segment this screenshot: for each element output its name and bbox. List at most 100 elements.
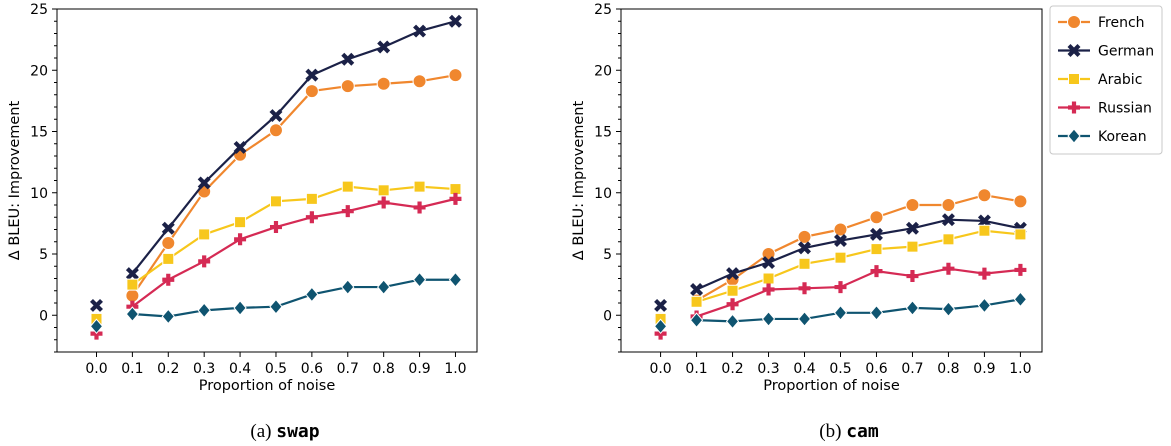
data-point [941, 198, 956, 212]
data-point [725, 313, 740, 330]
series-line [131, 20, 456, 275]
x-tick-label: 0.4 [229, 361, 251, 377]
x-tick-label: 0.5 [829, 361, 851, 377]
data-point [869, 210, 884, 225]
y-tick-label: 5 [603, 247, 612, 263]
data-point [978, 224, 991, 237]
y-tick-label: 25 [30, 2, 48, 18]
data-point [125, 306, 140, 322]
figure-caption: (b) cam [819, 421, 879, 442]
legend-label: French [1098, 15, 1145, 31]
y-tick-label: 25 [594, 2, 612, 18]
chart-swap: 0 5 10 15 20 25 0.0 0.1 0.2 0.3 0.4 0.5 0.6 0.7 0.8 0.9… [7, 2, 478, 442]
legend-box [1049, 5, 1163, 155]
data-point [233, 140, 247, 154]
data-point [305, 68, 319, 82]
series-russian [90, 192, 462, 340]
data-point [797, 229, 812, 244]
data-point [870, 265, 883, 278]
data-point [305, 286, 319, 303]
data-point [233, 300, 247, 316]
caption-label: (a) [250, 421, 276, 442]
data-point [690, 295, 703, 308]
data-point [978, 267, 991, 280]
data-point [89, 318, 104, 335]
data-point [870, 243, 883, 256]
data-point [869, 227, 883, 241]
data-point [690, 283, 704, 297]
x-tick-label: 0.9 [973, 361, 995, 377]
data-point [377, 279, 391, 295]
data-point [412, 271, 427, 288]
data-point [726, 298, 739, 311]
y-tick-label: 10 [30, 186, 48, 202]
legend-item-arabic: Arabic [1058, 72, 1142, 88]
y-tick-label: 5 [39, 247, 48, 263]
data-point [449, 192, 462, 205]
series-arabic [654, 224, 1027, 325]
data-point [126, 278, 139, 291]
x-tick-label: 0.2 [721, 361, 743, 377]
y-tick-label: 15 [30, 125, 48, 141]
legend-marker [1067, 44, 1081, 57]
x-tick-label: 0.4 [793, 361, 815, 377]
data-point [798, 257, 811, 270]
data-point [234, 233, 247, 246]
series-line [696, 229, 1021, 303]
y-tick-label: 20 [30, 63, 48, 79]
y-tick-label: 0 [603, 308, 612, 324]
data-point [941, 301, 956, 317]
legend-item-french: French [1058, 15, 1145, 31]
data-point [197, 302, 211, 319]
data-point [412, 74, 427, 89]
data-point [198, 255, 211, 268]
legend-item-german: German [1058, 44, 1154, 60]
data-point [377, 40, 391, 54]
data-point [413, 24, 427, 38]
data-point [448, 14, 462, 28]
x-tick-label: 0.3 [757, 361, 779, 377]
x-tick-label: 1.0 [1009, 361, 1031, 377]
y-tick-label: 20 [594, 63, 612, 79]
data-point [377, 184, 390, 197]
data-point [161, 235, 176, 250]
data-point [689, 312, 704, 328]
chart-cam: 0 5 10 15 20 25 0.0 0.1 0.2 0.3 0.4 0.5 0.6 0.7 0.8 0.9… [571, 2, 1163, 442]
legend-item-russian: Russian [1058, 101, 1152, 117]
data-point [269, 195, 282, 208]
data-point [304, 84, 319, 99]
data-point [941, 213, 955, 227]
x-tick-label: 0.7 [337, 361, 359, 377]
legend-marker [1068, 73, 1080, 85]
data-point [305, 211, 318, 224]
data-point [198, 228, 211, 241]
caption-code: cam [846, 421, 879, 442]
data-point [761, 311, 776, 327]
data-point [905, 300, 920, 316]
data-point [341, 205, 354, 218]
data-point [234, 216, 247, 229]
data-point [341, 52, 355, 66]
x-tick-label: 0.1 [121, 361, 143, 377]
data-point [1014, 263, 1027, 276]
legend-marker [1067, 128, 1081, 144]
data-point [448, 68, 463, 83]
data-point [161, 221, 175, 235]
data-point [834, 251, 847, 264]
data-point [762, 272, 775, 285]
y-tick-label: 10 [594, 186, 612, 202]
data-point [653, 318, 668, 335]
data-point [834, 281, 847, 294]
x-tick-label: 0.2 [157, 361, 179, 377]
x-axis-label: Proportion of noise [763, 378, 900, 394]
data-point [942, 262, 955, 275]
data-point [762, 256, 776, 270]
data-point [834, 234, 847, 248]
data-point [162, 273, 175, 286]
x-tick-label: 0.0 [649, 361, 671, 377]
x-tick-label: 0.3 [193, 361, 215, 377]
data-point [905, 221, 919, 235]
legend-label: Arabic [1098, 72, 1142, 88]
y-axis-label: Δ BLEU: Improvement [7, 101, 23, 261]
data-point [726, 267, 740, 281]
